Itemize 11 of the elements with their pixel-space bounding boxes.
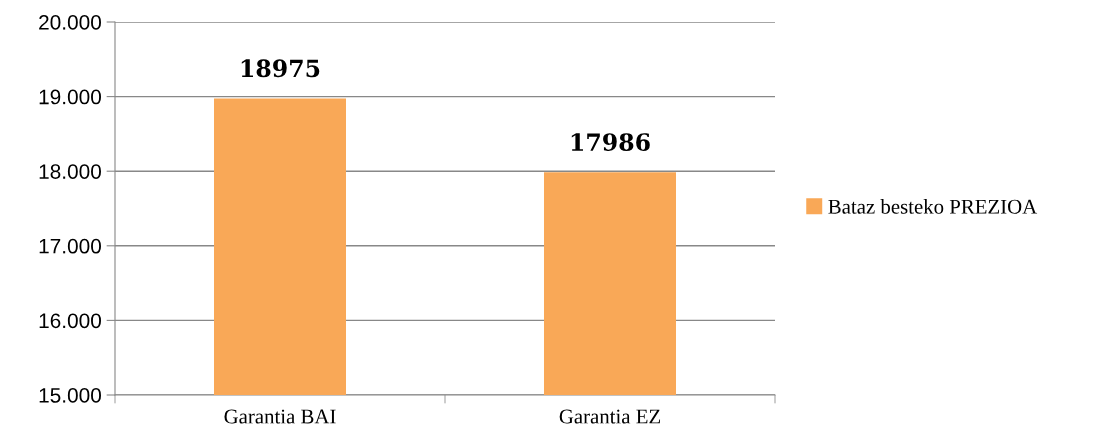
y-tick-label: 20.000 [39, 15, 101, 30]
x-tick-label: Garantia BAI [224, 409, 336, 424]
y-tick-label: 16.000 [39, 313, 101, 329]
y-tick-label: 17.000 [39, 238, 101, 254]
y-tick-label: 18.000 [39, 164, 101, 179]
y-tick-label: 19.000 [39, 89, 101, 105]
legend-label: Bataz besteko PREZIOA [828, 199, 1038, 214]
y-tick-label: 15.000 [39, 388, 101, 403]
data-label: 18975 [241, 59, 320, 78]
data-label: 17986 [571, 133, 650, 151]
x-tick-label: Garantia EZ [559, 409, 661, 424]
